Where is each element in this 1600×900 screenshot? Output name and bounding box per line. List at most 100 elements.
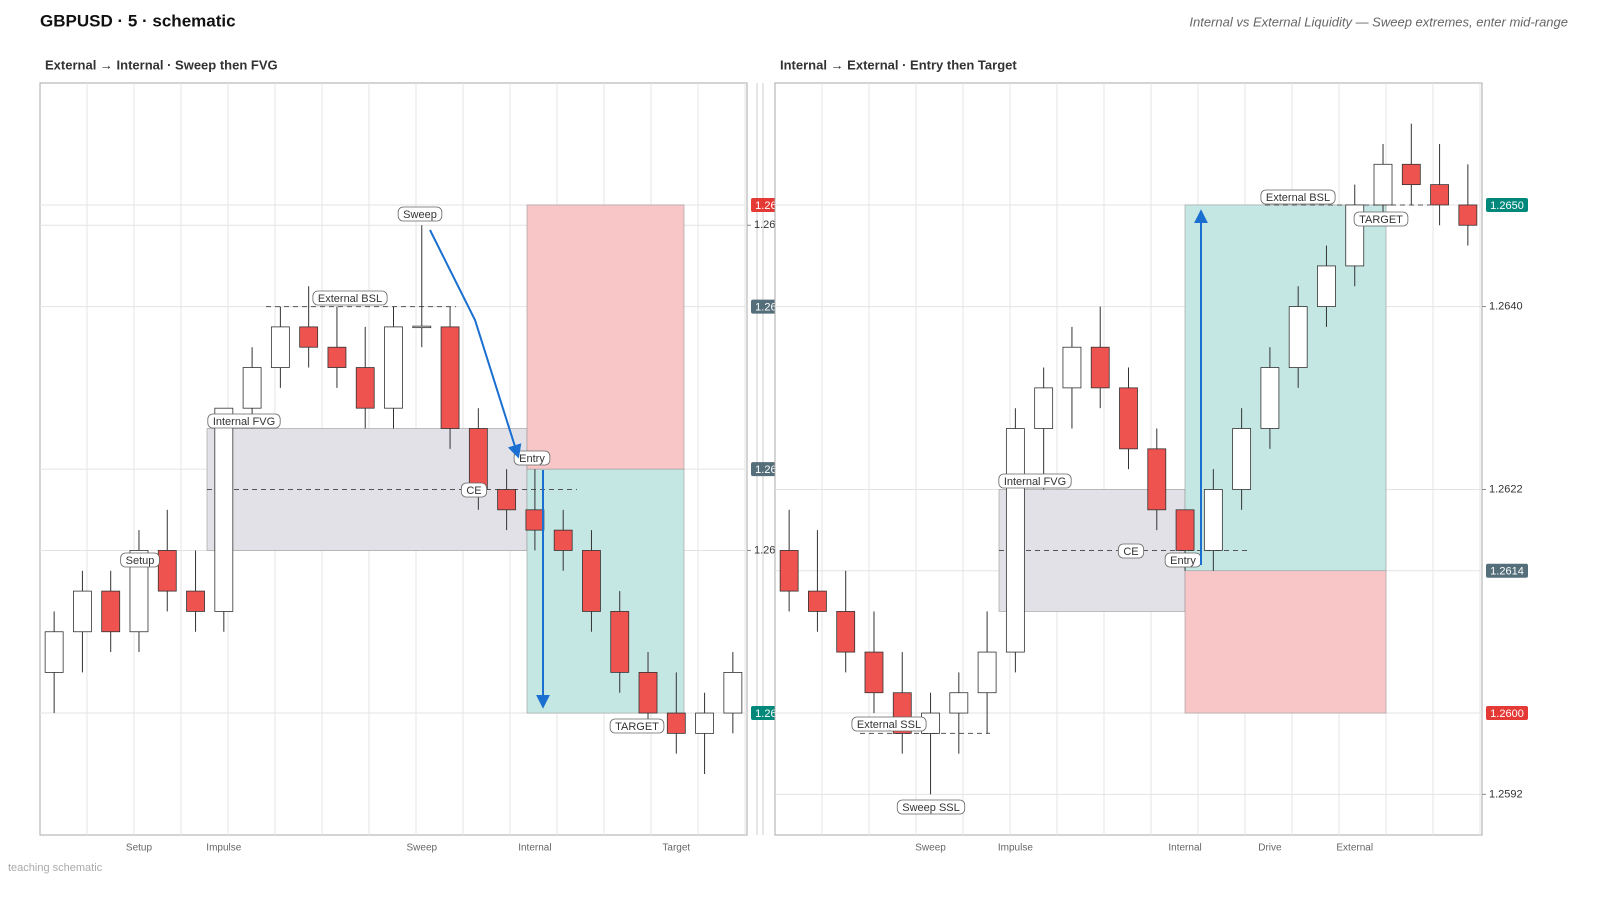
- level-label: 1.2650: [1490, 200, 1524, 212]
- candle-body: [553, 529, 573, 551]
- level-label: 1.2614: [1490, 566, 1524, 578]
- candle-body: [1034, 387, 1054, 429]
- panel-title: External → Internal · Sweep then FVG: [45, 57, 278, 72]
- annotation-label: External BSL: [318, 293, 382, 305]
- annotation-label: CE: [1123, 546, 1138, 558]
- candle-body: [1232, 428, 1252, 490]
- annotation-label: TARGET: [1359, 214, 1403, 226]
- annotation: Internal FVG: [998, 473, 1072, 489]
- x-tick-label: Internal: [518, 843, 551, 854]
- annotation: CE: [460, 482, 488, 498]
- x-tick-label: Setup: [126, 843, 153, 854]
- x-tick-label: Internal: [1168, 843, 1201, 854]
- candle-body: [582, 550, 601, 612]
- level-label: 1.2600: [1490, 708, 1524, 720]
- annotation: Sweep SSL: [896, 799, 966, 815]
- annotation-label: Entry: [1170, 555, 1196, 567]
- sweep-arrow: [429, 229, 522, 459]
- annotation: External BSL: [1260, 189, 1336, 205]
- candle-body: [101, 590, 121, 633]
- candle-body: [129, 550, 149, 633]
- candle-body: [214, 407, 234, 612]
- x-tick-label: Sweep: [915, 843, 946, 854]
- candle-body: [977, 651, 997, 694]
- x-tick-label: Target: [662, 843, 690, 854]
- annotation-label: External BSL: [1266, 192, 1330, 204]
- candle-body: [355, 367, 375, 409]
- candle-body: [864, 651, 884, 694]
- candle-body: [1005, 428, 1025, 653]
- annotation: CE: [1117, 543, 1145, 559]
- zone: [526, 204, 685, 470]
- candle-body: [779, 550, 799, 592]
- annotation-label: Internal FVG: [1004, 476, 1066, 488]
- candle-body: [270, 326, 290, 368]
- candle-body: [327, 346, 347, 368]
- candle-body: [723, 672, 743, 714]
- charts: External → Internal · Sweep then FVG 1.26…: [39, 57, 1528, 854]
- candle-body: [468, 428, 488, 490]
- annotation-label: Sweep: [403, 209, 437, 221]
- annotation: TARGET: [609, 718, 665, 734]
- candle-body: [44, 631, 64, 673]
- annotation-label: CE: [466, 485, 481, 497]
- annotation: Setup: [120, 552, 160, 568]
- page-subtitle: Internal vs External Liquidity — Sweep e…: [1189, 14, 1568, 29]
- y-tick-label: 1.2640: [1489, 300, 1523, 312]
- candle-body: [1147, 448, 1167, 511]
- candle-body: [1317, 265, 1336, 307]
- candle-body: [1288, 306, 1308, 368]
- candle-body: [412, 325, 432, 329]
- x-tick-label: Drive: [1258, 843, 1282, 854]
- candle-body: [299, 326, 319, 348]
- candle-body: [1260, 367, 1280, 429]
- candle-body: [1401, 163, 1421, 186]
- annotation: External BSL: [312, 290, 388, 306]
- annotation: Internal FVG: [207, 413, 281, 429]
- x-tick-label: Impulse: [998, 843, 1033, 854]
- level-badge: [1486, 706, 1528, 721]
- annotation-box: [609, 718, 665, 734]
- page-title: GBPUSD · 5 · schematic: [40, 11, 236, 30]
- candle-body: [949, 692, 969, 714]
- annotation-box: [896, 799, 966, 815]
- annotation-label: External SSL: [857, 719, 921, 731]
- annotation-box: [397, 206, 443, 222]
- candle-body: [610, 611, 630, 673]
- candle-body: [384, 326, 403, 409]
- annotation-label: TARGET: [615, 721, 659, 733]
- zone: [526, 468, 685, 714]
- candle-body: [1430, 184, 1449, 206]
- candle-body: [1203, 489, 1223, 551]
- x-tick-label: Impulse: [206, 843, 241, 854]
- arrows: [429, 209, 1208, 709]
- annotation-label: Sweep SSL: [902, 802, 959, 814]
- candle-body: [638, 672, 658, 714]
- zone: [1184, 570, 1387, 714]
- level-badge: [1486, 563, 1528, 578]
- annotation: Entry: [1164, 552, 1202, 568]
- annotation: External SSL: [851, 716, 927, 732]
- candle-body: [666, 712, 686, 734]
- annotation-box: [312, 290, 388, 306]
- candle-body: [242, 367, 262, 409]
- annotation-box: [1260, 189, 1336, 205]
- candle-body: [1175, 509, 1195, 551]
- candle-body: [157, 550, 177, 592]
- annotation: Entry: [513, 450, 551, 466]
- annotation-label: Entry: [519, 453, 545, 465]
- level-badge: [1486, 197, 1528, 212]
- candle-body: [1373, 163, 1393, 206]
- annotation-label: Setup: [126, 555, 155, 567]
- panel-title: Internal → External · Entry then Target: [780, 57, 1017, 72]
- y-tick-label: 1.2592: [1489, 788, 1523, 800]
- annotation: Sweep: [397, 206, 443, 222]
- candle-body: [186, 590, 205, 612]
- annotation-box: [207, 413, 281, 429]
- candle-body: [497, 489, 517, 511]
- candle-body: [1119, 387, 1138, 450]
- annotation-box: [120, 552, 160, 568]
- candle-body: [836, 611, 856, 653]
- x-tick-label: Sweep: [406, 843, 437, 854]
